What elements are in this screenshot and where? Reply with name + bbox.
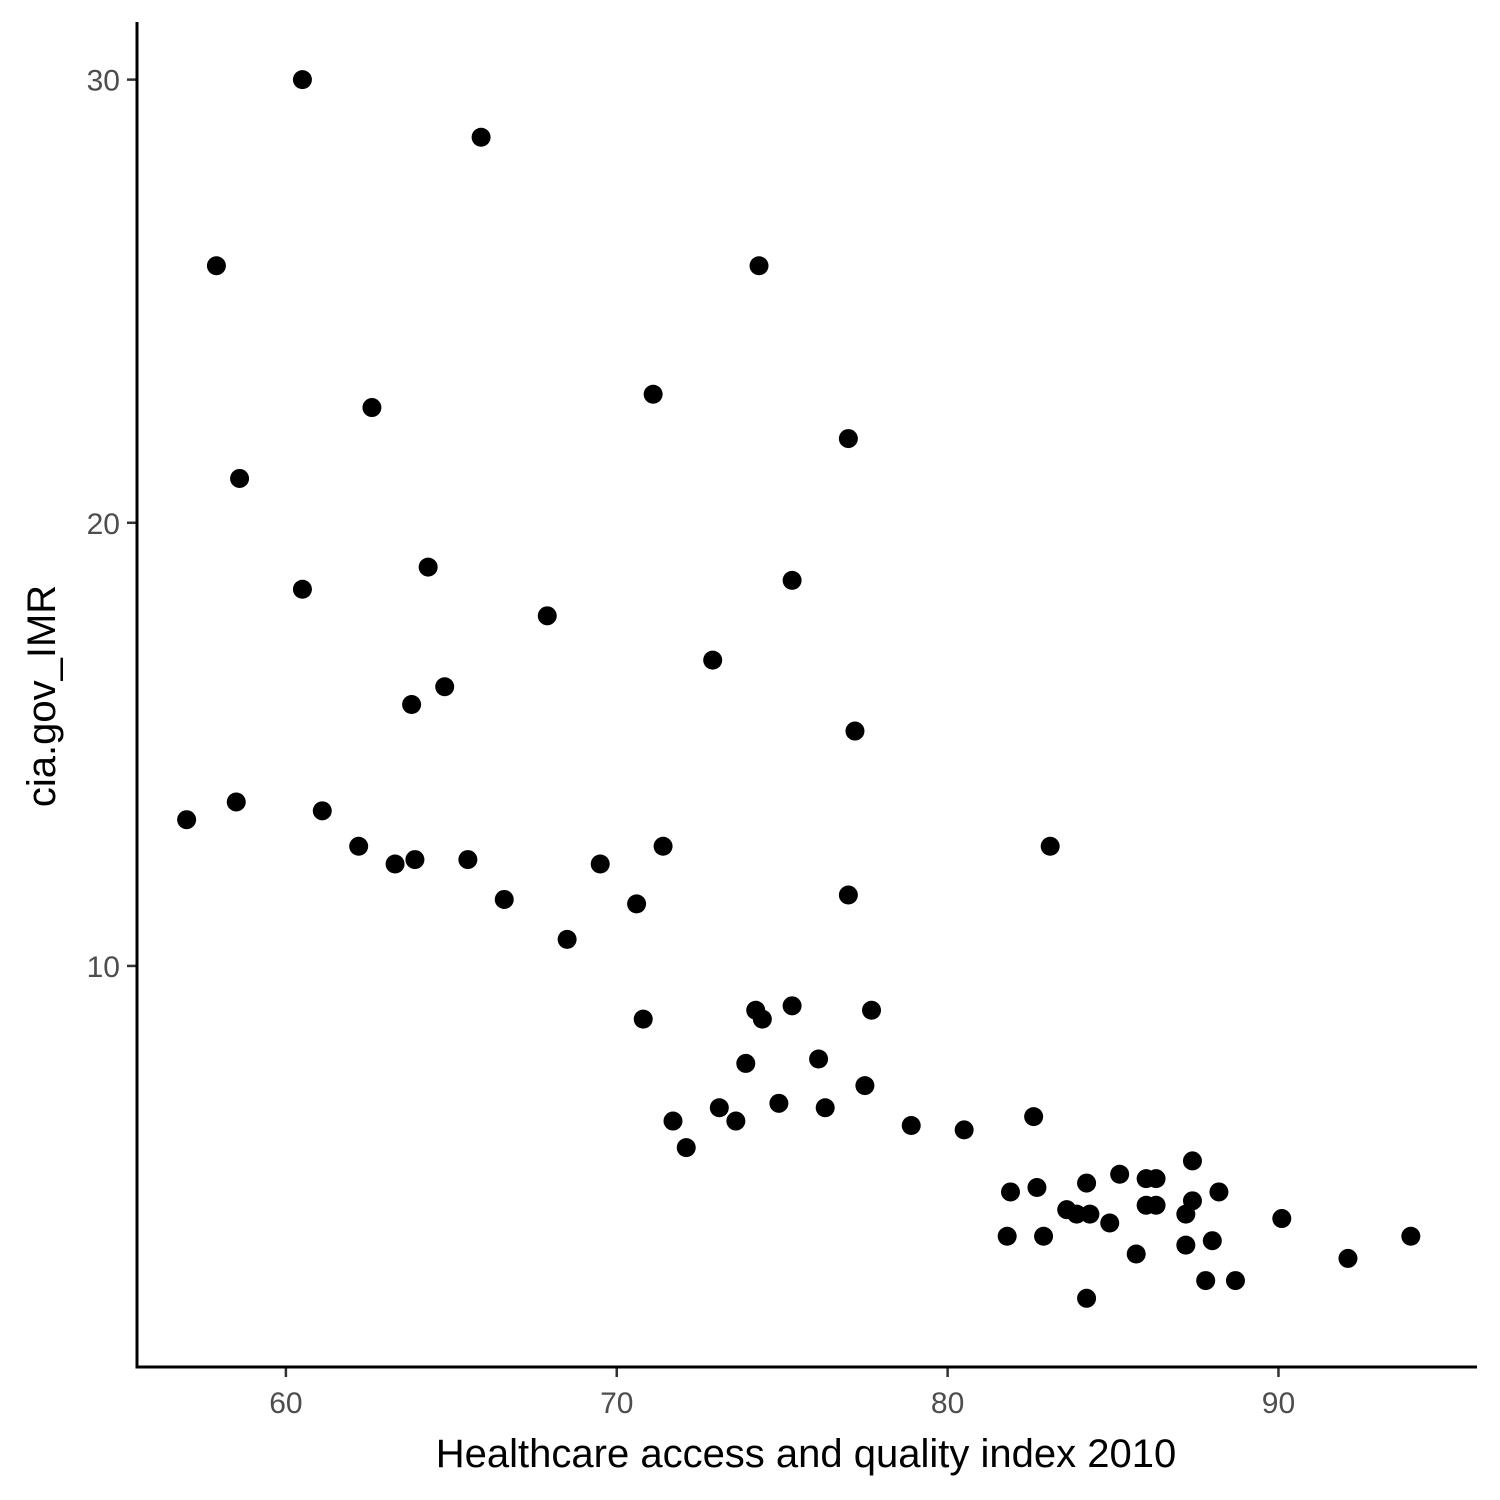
data-point xyxy=(292,579,312,599)
data-point xyxy=(1176,1235,1196,1255)
y-tick-marks xyxy=(127,78,137,968)
x-tick-label: 60 xyxy=(269,1387,302,1420)
y-tick-labels: 10 20 30 xyxy=(87,65,120,984)
data-point xyxy=(1202,1231,1222,1251)
data-point xyxy=(643,384,663,404)
data-point xyxy=(1040,836,1060,856)
data-point xyxy=(1080,1204,1100,1224)
data-point xyxy=(997,1226,1017,1246)
data-point xyxy=(838,429,858,449)
data-point xyxy=(838,885,858,905)
data-point xyxy=(1027,1178,1047,1198)
x-tick-label: 90 xyxy=(1262,1387,1295,1420)
x-tick-label: 80 xyxy=(931,1387,964,1420)
data-point xyxy=(471,127,491,147)
data-point xyxy=(954,1120,974,1140)
data-point xyxy=(362,398,382,418)
data-point xyxy=(458,850,478,870)
data-point xyxy=(1338,1248,1358,1268)
data-point xyxy=(435,677,455,697)
data-point xyxy=(590,854,610,874)
data-point xyxy=(809,1049,829,1069)
data-point xyxy=(663,1111,683,1131)
data-point xyxy=(752,1009,772,1029)
y-tick-label: 10 xyxy=(87,951,120,984)
data-point xyxy=(226,792,246,812)
data-point xyxy=(709,1098,729,1118)
data-point xyxy=(1077,1288,1097,1308)
data-point xyxy=(736,1053,756,1073)
data-point xyxy=(418,557,438,577)
data-point xyxy=(292,70,312,90)
y-tick-label: 30 xyxy=(87,65,120,98)
data-point xyxy=(901,1115,921,1135)
data-point xyxy=(206,256,226,276)
data-point xyxy=(1146,1169,1166,1189)
data-point xyxy=(782,996,802,1016)
data-point xyxy=(1100,1213,1120,1233)
data-point xyxy=(633,1009,653,1029)
data-point xyxy=(845,721,865,741)
data-point xyxy=(726,1111,746,1131)
x-tick-labels: 60 70 80 90 xyxy=(269,1387,1295,1420)
data-point xyxy=(1034,1226,1054,1246)
data-point xyxy=(1196,1271,1216,1291)
data-points xyxy=(177,70,1421,1308)
x-axis-title: Healthcare access and quality index 2010 xyxy=(436,1432,1176,1476)
data-point xyxy=(1225,1271,1245,1291)
data-point xyxy=(862,1000,882,1020)
data-point xyxy=(1209,1182,1229,1202)
data-point xyxy=(312,801,332,821)
data-point xyxy=(1146,1195,1166,1215)
data-point xyxy=(627,894,647,914)
data-point xyxy=(557,929,577,949)
data-point xyxy=(1000,1182,1020,1202)
data-point xyxy=(494,889,514,909)
y-tick-label: 20 xyxy=(87,508,120,541)
data-point xyxy=(1067,1204,1087,1224)
data-point xyxy=(1401,1226,1421,1246)
data-point xyxy=(815,1098,835,1118)
x-tick-label: 70 xyxy=(600,1387,633,1420)
data-point xyxy=(749,256,769,276)
data-point xyxy=(405,850,425,870)
data-point xyxy=(676,1138,696,1158)
data-point xyxy=(653,836,673,856)
data-point xyxy=(703,650,723,670)
data-point xyxy=(1176,1204,1196,1224)
data-point xyxy=(402,694,422,714)
y-axis-title: cia.gov_IMR xyxy=(20,585,64,807)
data-point xyxy=(1182,1151,1202,1171)
data-point xyxy=(1024,1107,1044,1127)
data-point xyxy=(230,468,250,488)
data-point xyxy=(1272,1209,1292,1229)
data-point xyxy=(1126,1244,1146,1264)
data-point xyxy=(537,606,557,626)
data-point xyxy=(782,570,802,590)
data-point xyxy=(349,836,369,856)
data-point xyxy=(855,1076,875,1096)
data-point xyxy=(385,854,405,874)
data-point xyxy=(769,1093,789,1113)
data-point xyxy=(1077,1173,1097,1193)
x-tick-marks xyxy=(284,1367,1280,1377)
data-point xyxy=(177,810,197,830)
data-point xyxy=(1110,1164,1130,1184)
